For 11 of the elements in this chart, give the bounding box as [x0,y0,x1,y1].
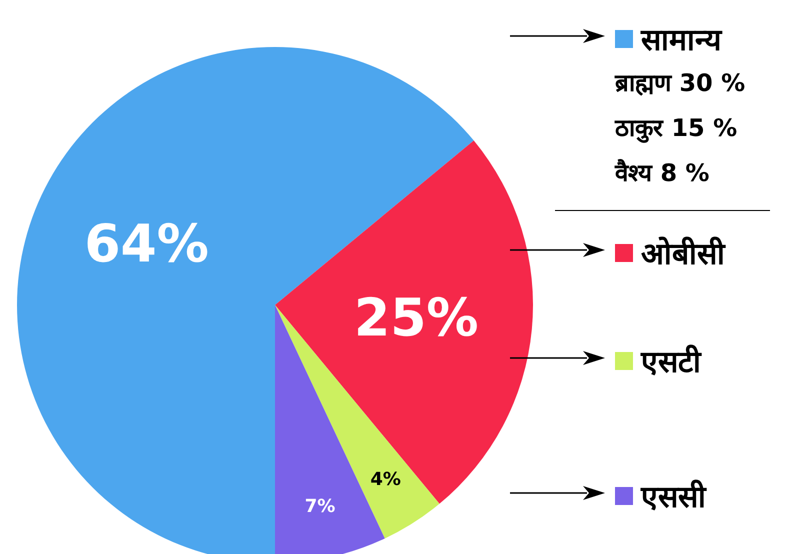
data-label: 4% [370,468,401,490]
data-label: 64% [84,214,209,275]
legend-label: एसटी [641,344,701,381]
text: ठाकुर 15 % [615,113,738,143]
legend-label: सामान्य [641,22,721,59]
legend-label: ओबीसी [641,236,725,273]
text: वैश्य 8 % [615,158,710,188]
data-label: 25% [354,288,479,348]
text: ब्राह्मण 30 % [615,68,746,98]
data-label: 7% [304,496,336,517]
legend-label: एससी [641,478,706,516]
